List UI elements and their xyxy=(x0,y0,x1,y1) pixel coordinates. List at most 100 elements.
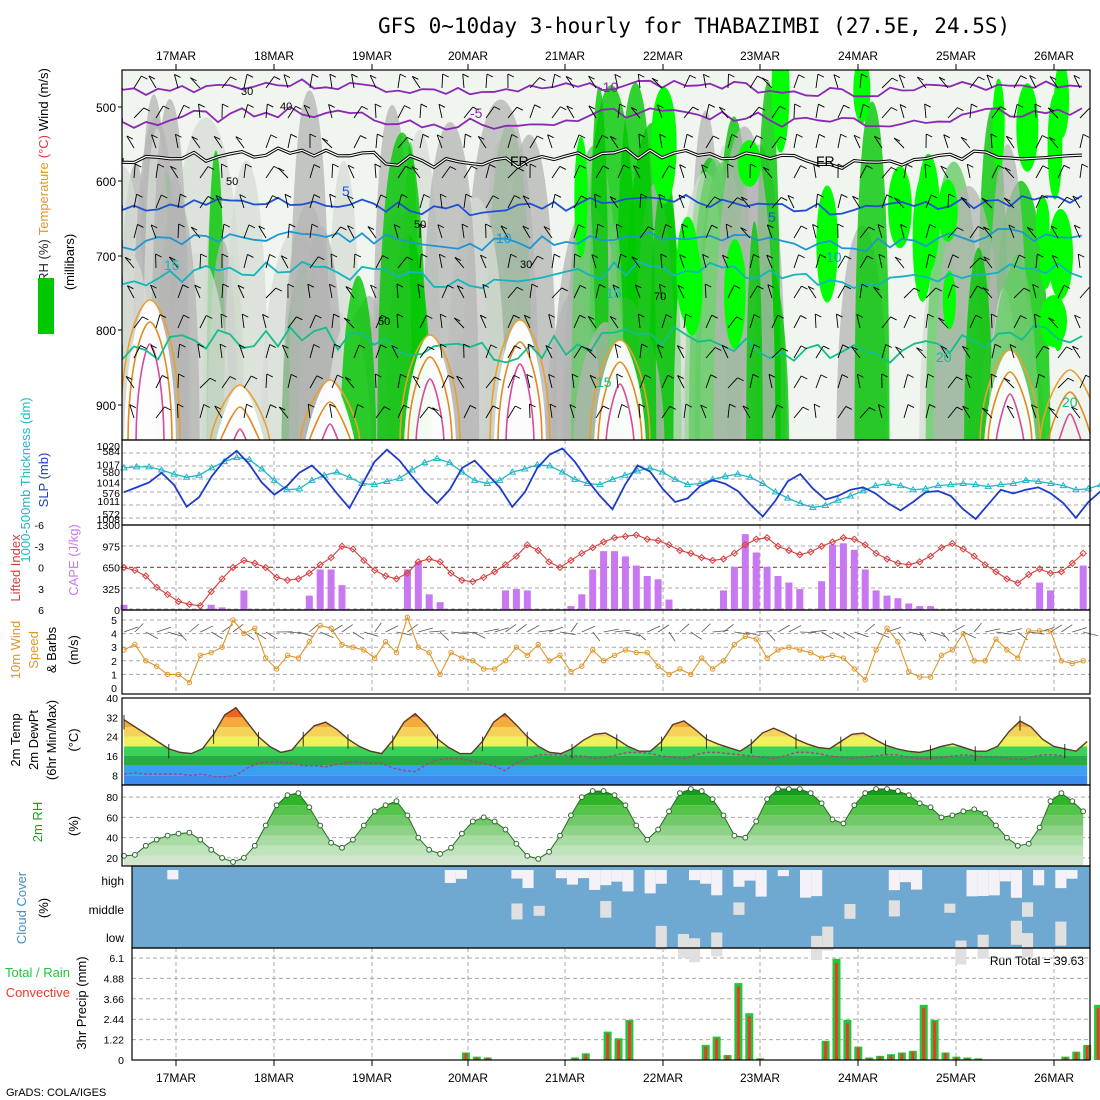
wind-barb xyxy=(243,404,247,419)
wind-barb xyxy=(1057,377,1069,389)
precip-convective-bar xyxy=(726,1055,729,1060)
wind-barb-flag xyxy=(1029,75,1036,79)
lifted-y-tick: -6 xyxy=(35,520,44,532)
lifted-index-point xyxy=(272,573,281,582)
wind-barb-flag xyxy=(307,283,315,288)
wind-speed-point xyxy=(600,658,607,664)
wind-barb xyxy=(837,255,846,269)
wind-barb xyxy=(522,195,531,209)
wind-barb-flag xyxy=(334,343,341,348)
wind-speed-point xyxy=(797,647,803,653)
wind-barb xyxy=(766,224,773,239)
wind-barb-flag xyxy=(614,73,622,78)
wind-speed-point xyxy=(644,649,650,656)
wind-barb xyxy=(265,166,275,179)
wind-barb xyxy=(771,404,778,419)
lifted-index-point xyxy=(665,541,673,549)
day-label-top: 17MAR xyxy=(156,49,196,63)
wind-barb xyxy=(793,315,801,329)
rh-point xyxy=(426,846,433,853)
wind-barb-flag xyxy=(561,287,568,292)
wind-barb xyxy=(1035,374,1040,389)
wind-barb-flag xyxy=(927,313,934,318)
lifted-index-point xyxy=(174,597,183,606)
rh-point xyxy=(328,839,335,846)
wind-barb xyxy=(659,284,663,299)
cape-bar xyxy=(785,582,793,610)
wind-barb xyxy=(197,344,201,359)
cloud-high-block xyxy=(811,870,823,897)
wind-barb-flag xyxy=(886,194,893,199)
wind-barb xyxy=(243,254,248,269)
wind-barb xyxy=(1057,346,1067,359)
wind-barb xyxy=(551,106,561,119)
rh-point xyxy=(1014,842,1021,849)
wind-barb-flag xyxy=(929,224,936,228)
wind-barb xyxy=(573,345,582,359)
wind-speed-point xyxy=(1058,658,1065,664)
wind-barb xyxy=(456,375,465,389)
wind-barb xyxy=(419,315,427,329)
wind-barb xyxy=(287,134,292,149)
wind-barb-flag xyxy=(440,343,447,348)
wind-speed-point xyxy=(491,666,498,672)
wind-barb xyxy=(969,257,981,269)
thickness-point xyxy=(859,486,867,494)
wind-barb-flag xyxy=(917,76,924,81)
wind-barb-10m xyxy=(995,631,1012,635)
precip-y-tick: 6.1 xyxy=(109,953,124,965)
rh-ylabel-a: 2m RH xyxy=(30,802,45,842)
wind-barb xyxy=(705,347,716,359)
wind-barb-flag xyxy=(526,373,533,378)
wind-barb-10m xyxy=(701,623,711,633)
wind-barb-flag xyxy=(1078,253,1085,258)
wind-barb xyxy=(199,377,211,389)
wind-barb xyxy=(479,315,487,329)
wind-barb xyxy=(793,345,802,359)
rh-contour-label: 40 xyxy=(280,101,292,113)
wind-barb xyxy=(661,314,667,329)
cloud-low-block xyxy=(655,925,667,950)
wind-barb-flag xyxy=(812,224,819,228)
wind-barb xyxy=(463,134,466,149)
thickness-point xyxy=(646,463,654,471)
wind-barb-flag xyxy=(823,345,830,350)
wind-speed-point xyxy=(818,655,825,661)
wind-barb-10m xyxy=(210,631,224,640)
cloud-low-block xyxy=(677,933,689,958)
wind-barb-flag xyxy=(284,193,292,198)
cloud-high-block xyxy=(600,870,612,886)
wind-barb-flag xyxy=(164,406,171,411)
wind-barb-flag xyxy=(856,313,864,318)
cape-bar xyxy=(829,544,836,610)
temperature-contour-warm xyxy=(122,299,181,440)
wind-barb xyxy=(1034,104,1037,119)
wind-barb-flag xyxy=(994,343,1002,348)
wind-barb-flag xyxy=(313,344,320,348)
wind-barb xyxy=(873,136,883,149)
rh-contour-label: 30 xyxy=(520,259,532,271)
wind-barb xyxy=(331,314,335,329)
wind-barb xyxy=(573,134,580,149)
wind-barb-flag xyxy=(239,344,246,349)
wind-barb-10m xyxy=(581,625,596,633)
wind-barb-10m xyxy=(864,623,876,633)
wind-speed-point xyxy=(895,639,901,645)
lifted-index-point xyxy=(229,563,237,572)
temperature-contour-label: 20 xyxy=(1062,394,1078,410)
wind-speed-point xyxy=(252,625,258,631)
rh-point xyxy=(251,842,258,849)
cloud-low-block xyxy=(711,932,723,957)
precip-ylabel: 3hr Precip (mm) xyxy=(74,956,89,1049)
wind-barb xyxy=(617,404,623,419)
temp-band xyxy=(122,698,1090,708)
wind-barb xyxy=(199,253,202,269)
thickness-point xyxy=(808,503,817,511)
wind-barb-10m xyxy=(450,631,467,635)
wind-barb-flag xyxy=(517,167,525,172)
cloud-high-block xyxy=(589,870,601,890)
thickness-point xyxy=(483,479,492,487)
wind-barb-flag xyxy=(404,105,411,109)
wind-speed-point xyxy=(154,663,160,669)
cloud-high-block xyxy=(888,870,900,891)
